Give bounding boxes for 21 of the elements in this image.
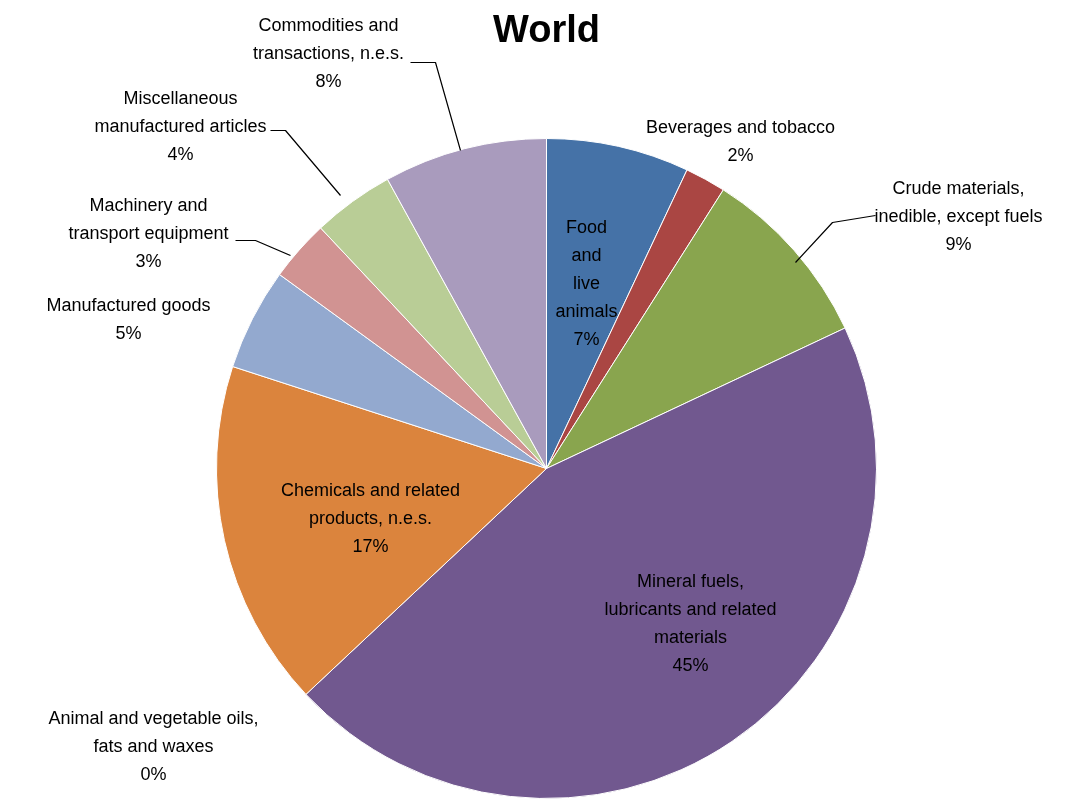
data-label: 7%: [573, 328, 600, 349]
category-label: Animal and vegetable oils, fats and waxes: [48, 707, 259, 756]
slice-label: Chemicals and related products, n.e.s.: [280, 479, 461, 528]
slice-label: Crude materials, inedible, except fuels: [874, 177, 1043, 226]
chart-title: World: [493, 7, 600, 50]
slice-label: Food and live animals: [555, 216, 618, 321]
data-label: 17%: [352, 535, 389, 556]
slice-label: Machinery and transport equipment: [68, 194, 229, 243]
data-label: 2%: [727, 144, 754, 165]
slice-label: Commodities and transactions, n.e.s.: [252, 14, 405, 63]
slice-label: Beverages and tobacco: [645, 116, 836, 137]
slice-label: Manufactured goods: [46, 294, 211, 315]
slice-label: Miscellaneous manufactured articles: [94, 87, 267, 136]
data-label: 45%: [672, 654, 709, 675]
slice-label: Mineral fuels, lubricants and related materials: [604, 570, 777, 647]
data-label: 3%: [135, 250, 162, 271]
data-label: 8%: [315, 70, 342, 91]
text: 0%: [140, 763, 167, 784]
data-label: 5%: [115, 322, 142, 343]
data-label: 9%: [945, 233, 972, 254]
data-label: 4%: [167, 143, 194, 164]
